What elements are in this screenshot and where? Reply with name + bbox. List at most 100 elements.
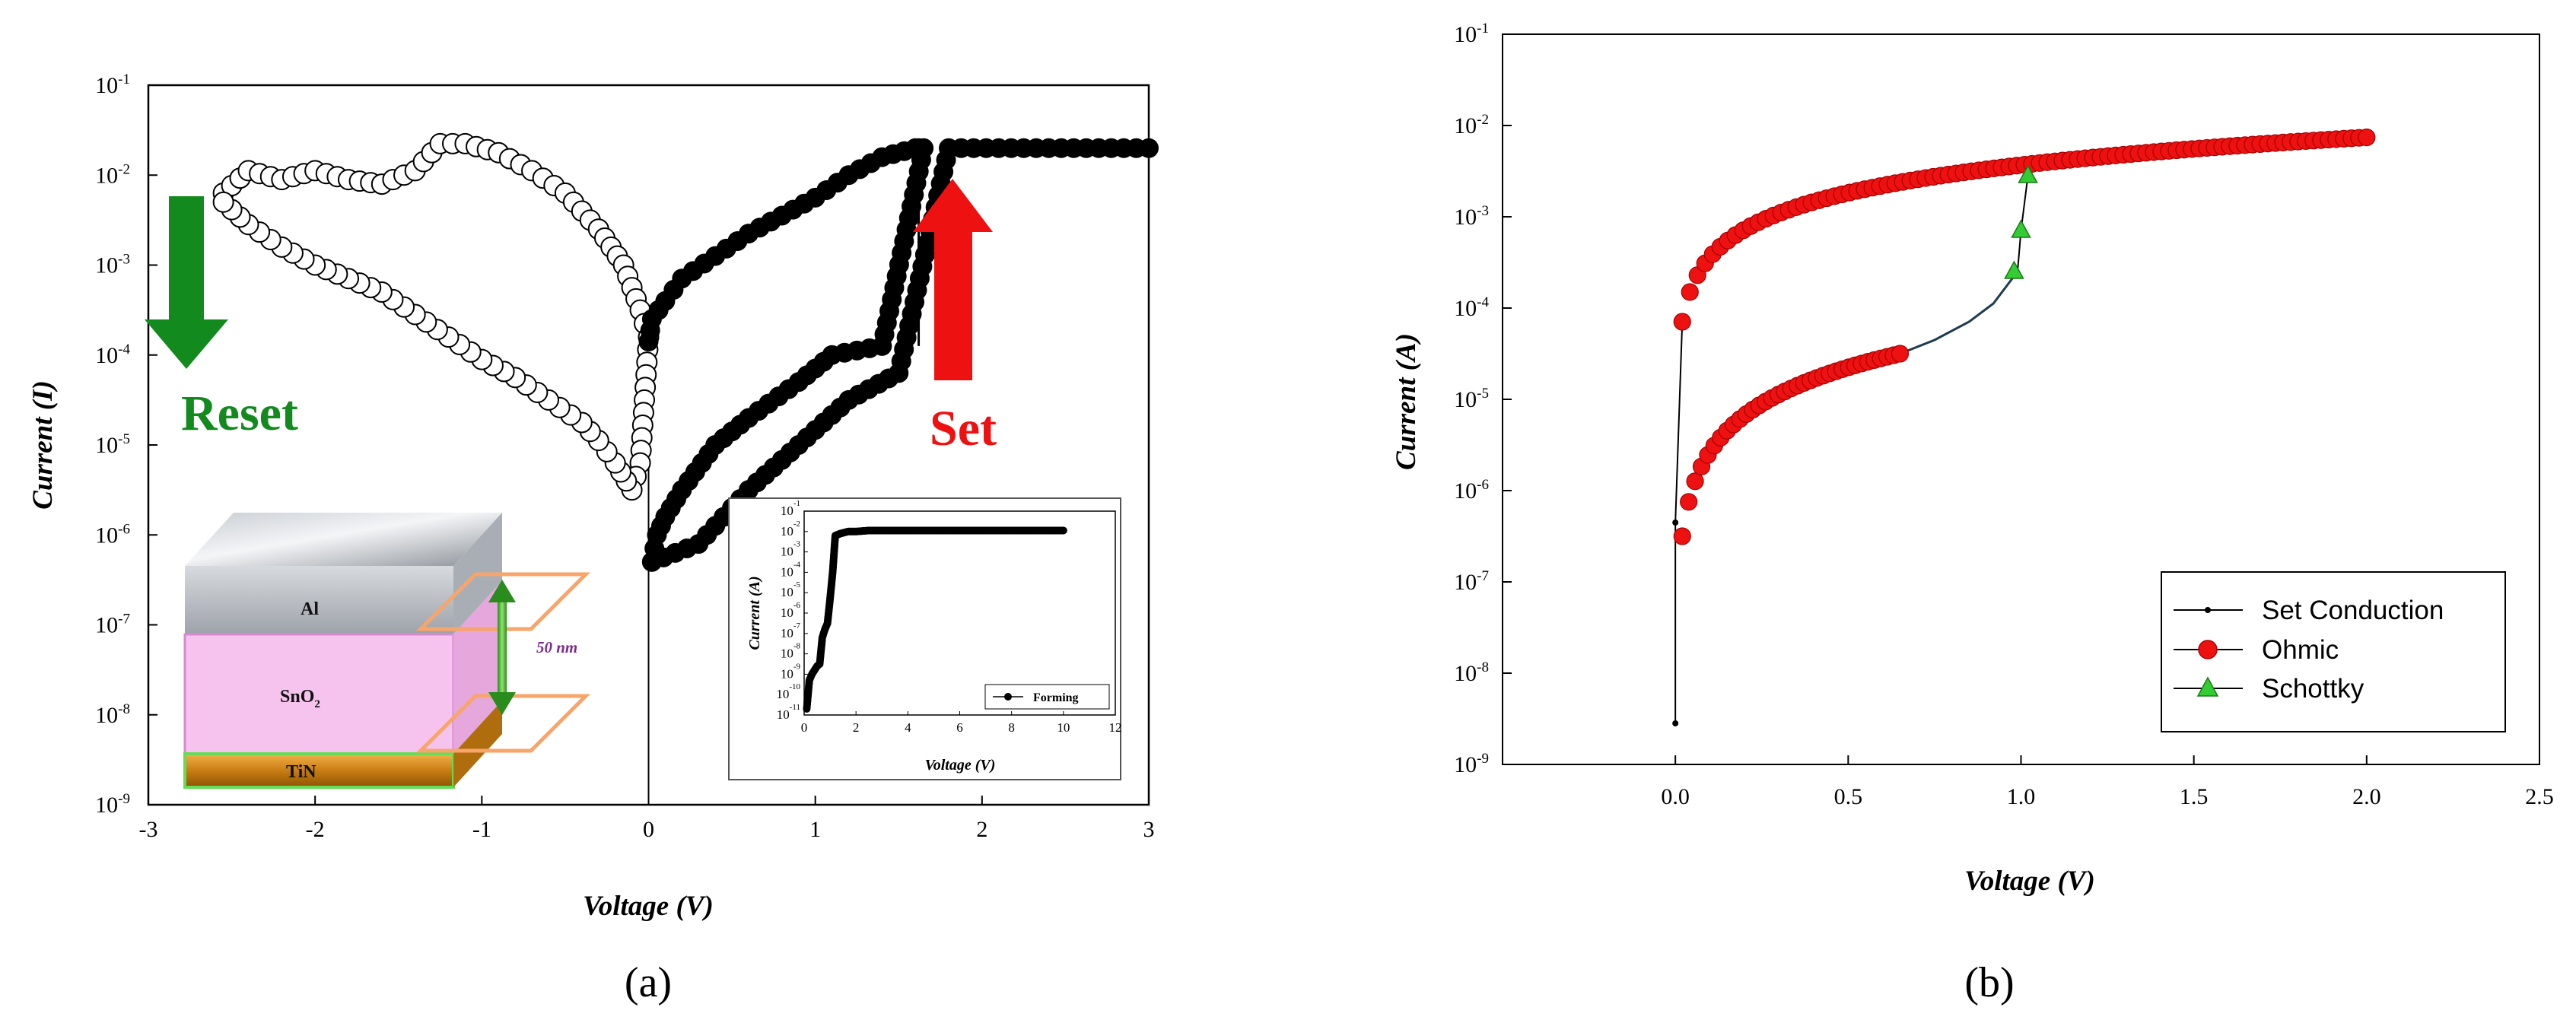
set-arrow — [913, 179, 993, 380]
legend-schottky-label: Schottky — [2262, 674, 2365, 704]
panel-a-label: (a) — [625, 959, 672, 1006]
sno2-side-face — [453, 581, 502, 754]
device-stack-diagram: Al SnO2 TiN 50 nm — [183, 513, 591, 789]
panel-b-y-tick-label: 10-5 — [1454, 386, 1489, 412]
inset-x-tick-label: 8 — [1008, 720, 1015, 735]
inset-y-tick-label: 10-11 — [777, 703, 800, 722]
reset-label: Reset — [181, 386, 298, 441]
ohmic-data-point — [1681, 283, 1699, 301]
layer-label-tin: TiN — [286, 762, 316, 782]
panel-a-y-axis-title: Current (I) — [27, 380, 59, 510]
panel-a-x-tick-label: 1 — [809, 817, 821, 842]
panel-a-data — [212, 132, 1159, 805]
thickness-arrow-up — [488, 580, 516, 602]
inset-x-tick-label: 2 — [853, 720, 860, 735]
inset-data-point — [1059, 526, 1067, 535]
panel-b-y-axis-title: Current (A) — [1391, 333, 1422, 470]
layer-label-al: Al — [301, 599, 319, 619]
set-conduction-point — [1672, 720, 1679, 726]
panel-a-x-axis-title: Voltage (V) — [583, 891, 714, 922]
schottky-data-point — [2018, 164, 2038, 183]
legend-set-conduction-label: Set Conduction — [2262, 596, 2444, 625]
inset-legend-label: Forming — [1033, 691, 1079, 704]
thickness-arrow-down — [488, 692, 516, 715]
panel-a-x-tick-label: 0 — [643, 817, 654, 842]
thickness-arrow-shaft — [498, 599, 507, 695]
legend-schottky-marker — [2196, 676, 2219, 697]
panel-a-x-tick-label: 2 — [976, 817, 987, 842]
panel-b-y-tick-label: 10-4 — [1454, 294, 1489, 321]
panel-b-x-tick-label: 0.5 — [1834, 784, 1863, 809]
panel-a-y-tick-label: 10-9 — [95, 791, 130, 818]
inset-y-tick-label: 10-6 — [781, 601, 801, 620]
panel-b-y-ticks: 10-1 10-2 10-3 10-4 10-5 10-6 10-7 10-8 10-9 — [1454, 21, 1512, 777]
inset-background — [728, 497, 1121, 780]
set-conduction-point — [1672, 520, 1679, 526]
inset-x-axis-title: Voltage (V) — [925, 757, 996, 774]
panel-a-x-tick-label: -1 — [472, 817, 491, 842]
panel-a-x-tick-label: -2 — [306, 817, 325, 842]
panel-b-legend: Set Conduction Ohmic Schottky — [2161, 571, 2506, 732]
ohmic-data-point — [1680, 493, 1698, 511]
panel-b-label: (b) — [1964, 959, 2014, 1006]
bottom-plane-outline — [415, 694, 591, 753]
panel-b-y-tick-label: 10-8 — [1454, 659, 1489, 686]
layer-label-sno2: SnO2 — [280, 687, 320, 710]
panel-b-y-tick-label: 10-6 — [1454, 477, 1489, 504]
ohmic-data-point — [2358, 129, 2376, 147]
sno2-front-face — [183, 633, 455, 755]
panel-b-x-tick-label: 0.0 — [1661, 784, 1690, 809]
ohmic-data-point — [1891, 345, 1910, 363]
forming-inset-chart: 10-1 10-210-310-410-5 10-610-7 10-810-9 10-1… — [728, 497, 1122, 780]
top-plane-outline — [415, 572, 591, 631]
inset-x-tick-label: 6 — [956, 720, 963, 735]
ohmic-data-point — [1686, 472, 1704, 491]
inset-x-tick-label: 4 — [905, 720, 911, 735]
inset-y-tick-label: 10-5 — [781, 580, 801, 599]
panel-b-x-tick-label: 2.5 — [2525, 784, 2554, 809]
panel-a-x-ticks: -3 -2 -1 0 1 2 3 — [139, 796, 1155, 842]
panel-a-y-tick-label: 10-6 — [95, 521, 130, 548]
panel-a-y-tick-label: 10-3 — [95, 252, 130, 278]
panel-b-data — [1672, 129, 2376, 726]
panel-b-y-tick-label: 10-2 — [1454, 112, 1489, 138]
reset-arrow — [145, 196, 228, 369]
panel-a-y-tick-label: 10-8 — [95, 701, 130, 728]
panel-a-y-tick-label: 10-7 — [95, 612, 130, 638]
inset-x-tick-label: 0 — [801, 720, 808, 735]
thickness-label: 50 nm — [536, 638, 577, 656]
inset-y-tick-label: 10-2 — [781, 520, 800, 539]
legend-ohmic-marker — [2198, 640, 2218, 659]
inset-y-tick-label: 10-7 — [781, 621, 801, 640]
panel-a-data-point — [212, 191, 234, 213]
panel-b-legend-box — [2161, 571, 2506, 732]
inset-x-tick-label: 10 — [1057, 720, 1070, 735]
set-label: Set — [930, 401, 997, 456]
inset-y-tick-label: 10-4 — [781, 560, 801, 579]
inset-x-tick-label: 12 — [1109, 720, 1122, 735]
panel-a-y-ticks: 10-1 10-2 10-3 10-4 10-5 10-6 10-7 10-8 10-9 — [95, 71, 157, 818]
panel-b-x-tick-label: 1.0 — [2007, 784, 2036, 809]
inset-y-tick-label: 10-8 — [781, 642, 801, 661]
panel-b-y-tick-label: 10-9 — [1454, 751, 1489, 777]
panel-b-chart: 10-1 10-2 10-3 10-4 10-5 10-6 10-7 10-8 10-9 0.0… — [1391, 21, 2554, 1006]
schottky-data-point — [2004, 260, 2024, 279]
inset-y-tick-label: 10-1 — [781, 499, 800, 518]
inset-legend-marker — [1004, 693, 1012, 701]
panel-b-x-axis-title: Voltage (V) — [1964, 866, 2095, 897]
panel-b-x-tick-label: 2.0 — [2352, 784, 2381, 809]
ohmic-data-point — [1673, 313, 1691, 331]
tin-front-face — [183, 752, 455, 789]
al-front-face — [185, 566, 453, 634]
panel-a-y-tick-label: 10-2 — [95, 161, 130, 188]
panel-a-y-tick-label: 10-4 — [95, 342, 130, 368]
inset-y-tick-label: 10-3 — [781, 540, 801, 559]
inset-y-tick-label: 10-9 — [781, 662, 801, 681]
schottky-data-point — [2011, 219, 2031, 238]
panel-a-y-tick-label: 10-1 — [95, 71, 130, 98]
panel-a-chart: 10-110-210-310-410-510-610-710-810-9 -3-… — [27, 71, 1159, 1006]
inset-ticks: 10-1 10-210-310-410-5 10-610-7 10-810-9 10-1… — [776, 499, 1121, 735]
inset-data — [803, 526, 1067, 713]
ohmic-data-point — [1673, 527, 1691, 545]
